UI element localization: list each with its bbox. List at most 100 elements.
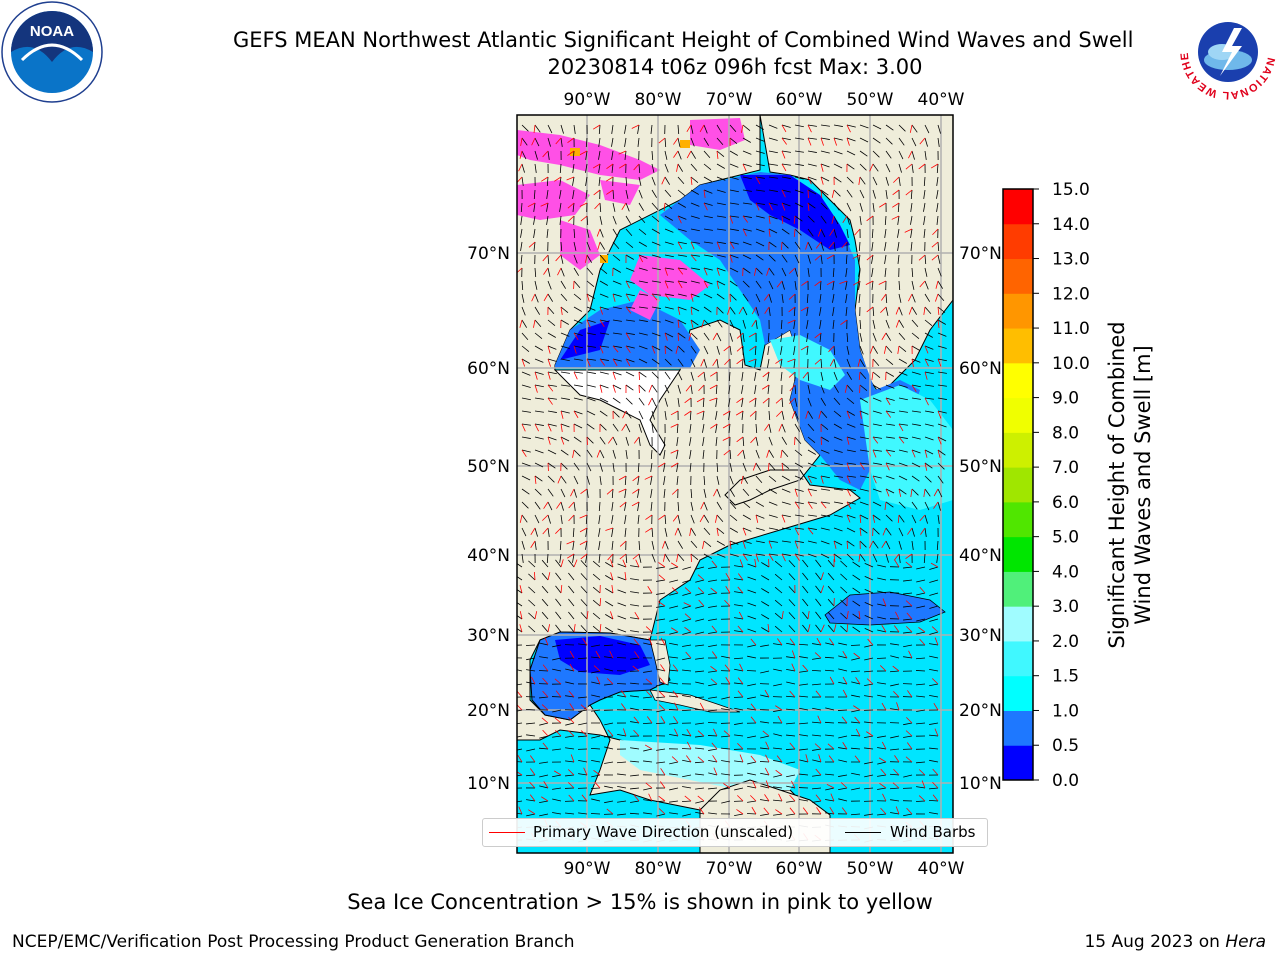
wind-barb	[781, 202, 791, 207]
wind-barb	[669, 682, 679, 685]
wave-direction-arrow	[924, 449, 928, 458]
wind-barb	[534, 501, 541, 510]
wave-direction-arrow	[858, 176, 861, 185]
footer-credit: NCEP/EMC/Verification Post Processing Pr…	[12, 932, 575, 952]
wind-barb	[794, 189, 804, 194]
wind-barb	[794, 267, 798, 277]
wind-barb	[708, 696, 718, 699]
wave-direction-arrow	[675, 345, 679, 354]
wave-direction-arrow	[542, 150, 549, 158]
wind-barb	[604, 746, 614, 750]
wave-direction-arrow	[688, 332, 692, 341]
wind-barb	[625, 358, 635, 363]
wind-barb	[624, 137, 627, 147]
wind-barb	[734, 604, 744, 607]
wind-barb	[761, 614, 770, 620]
wave-direction-arrow	[690, 254, 697, 262]
wind-barb	[884, 254, 887, 264]
wave-direction-arrow	[767, 624, 770, 633]
wind-barb	[534, 436, 544, 440]
wind-barb	[742, 163, 752, 167]
wave-direction-arrow	[560, 410, 564, 419]
wind-barb	[820, 488, 830, 491]
wind-barb	[815, 559, 822, 568]
wave-direction-arrow	[677, 215, 682, 224]
wind-barb	[793, 358, 796, 368]
wind-barb	[643, 748, 653, 752]
wave-direction-arrow	[710, 587, 718, 594]
wave-direction-arrow	[632, 665, 640, 672]
wind-barb	[669, 669, 679, 672]
wave-direction-arrow	[697, 795, 705, 802]
wind-barb	[669, 579, 679, 583]
wind-barb	[910, 202, 913, 212]
wave-direction-arrow	[611, 585, 614, 594]
wave-direction-arrow	[802, 807, 809, 815]
wind-barb	[580, 586, 588, 594]
wave-direction-arrow	[881, 332, 887, 341]
wind-barb	[833, 462, 843, 466]
wind-barb	[885, 553, 889, 563]
wind-barb	[846, 514, 856, 519]
wind-barb	[885, 540, 891, 550]
wind-barb	[864, 695, 874, 698]
wind-barb	[580, 599, 588, 607]
wind-barb	[624, 488, 627, 498]
sea-ice-patches	[517, 118, 745, 320]
wind-barb	[547, 475, 555, 483]
wind-barb	[651, 423, 654, 433]
wind-barb	[586, 215, 589, 226]
wave-direction-arrow	[805, 754, 809, 763]
wind-barb	[689, 423, 692, 433]
wind-barb	[916, 786, 926, 789]
wind-barb	[871, 267, 874, 277]
wave-direction-arrow	[697, 574, 705, 581]
wind-barb	[669, 605, 679, 609]
wind-barb	[903, 656, 913, 659]
wind-barb	[937, 423, 947, 428]
wave-direction-arrow	[910, 488, 913, 497]
wind-barb	[773, 668, 783, 672]
wave-direction-arrow	[547, 436, 551, 445]
wind-barb	[664, 345, 673, 352]
wind-barb	[573, 228, 576, 239]
wave-direction-arrow	[625, 358, 631, 367]
wind-barb	[937, 137, 940, 147]
wind-barb	[734, 760, 744, 763]
wind-barb	[786, 642, 796, 646]
wind-barb	[858, 280, 861, 290]
wind-barb	[638, 423, 642, 433]
wave-direction-arrow	[631, 501, 640, 507]
wave-direction-arrow	[764, 689, 770, 698]
wind-barb	[807, 215, 815, 223]
wind-barb	[788, 586, 796, 594]
wind-barb	[638, 306, 648, 309]
wind-barb	[806, 306, 809, 316]
wave-direction-arrow	[594, 202, 601, 210]
wave-direction-arrow	[711, 742, 718, 750]
wind-barb	[794, 410, 799, 420]
wave-direction-arrow	[826, 280, 835, 286]
wind-barb	[625, 345, 635, 349]
wave-direction-arrow	[580, 704, 588, 711]
wind-barb	[924, 358, 934, 362]
wave-direction-arrow	[880, 306, 887, 313]
wind-barb	[612, 462, 615, 472]
wind-barb	[760, 644, 770, 647]
wind-barb	[612, 332, 622, 335]
wind-barb	[715, 410, 718, 420]
wind-barb	[689, 449, 692, 459]
wave-direction-arrow	[866, 678, 874, 685]
wind-barb	[560, 345, 570, 349]
wind-barb	[768, 163, 778, 166]
wave-direction-arrow	[672, 690, 679, 698]
wind-barb	[807, 527, 817, 530]
wave-direction-arrow	[909, 124, 913, 133]
wind-barb	[768, 202, 778, 206]
wind-barb	[794, 202, 804, 208]
wind-barb	[833, 436, 843, 441]
wind-barb	[625, 397, 633, 405]
wave-direction-arrow	[684, 795, 692, 802]
wind-barb	[734, 668, 744, 672]
wind-barb	[677, 280, 687, 283]
